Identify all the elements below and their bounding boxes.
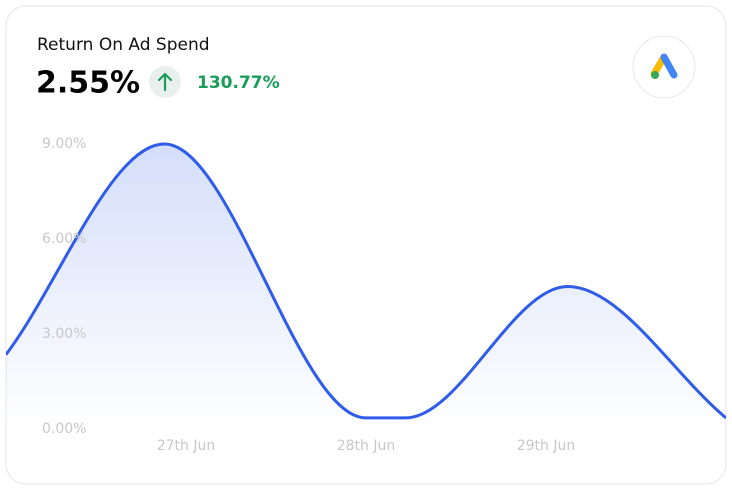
y-tick-label: 0.00%: [42, 421, 86, 437]
x-tick-label: 28th Jun: [337, 438, 396, 454]
line: [6, 142, 726, 420]
x-tick-label: 29th Jun: [517, 438, 576, 454]
metric-change: 130.77%: [197, 73, 280, 93]
google-ads-logo[interactable]: [632, 35, 696, 99]
trend-badge: [149, 66, 181, 98]
x-tick-label: 27th Jun: [157, 438, 216, 454]
area-fill: [6, 144, 726, 429]
card-title: Return On Ad Spend: [37, 35, 210, 55]
metric-value: 2.55%: [36, 66, 140, 101]
y-tick-label: 9.00%: [42, 136, 86, 152]
y-tick-label: 6.00%: [42, 231, 86, 247]
plot: [6, 142, 726, 429]
y-tick-label: 3.00%: [42, 326, 86, 342]
